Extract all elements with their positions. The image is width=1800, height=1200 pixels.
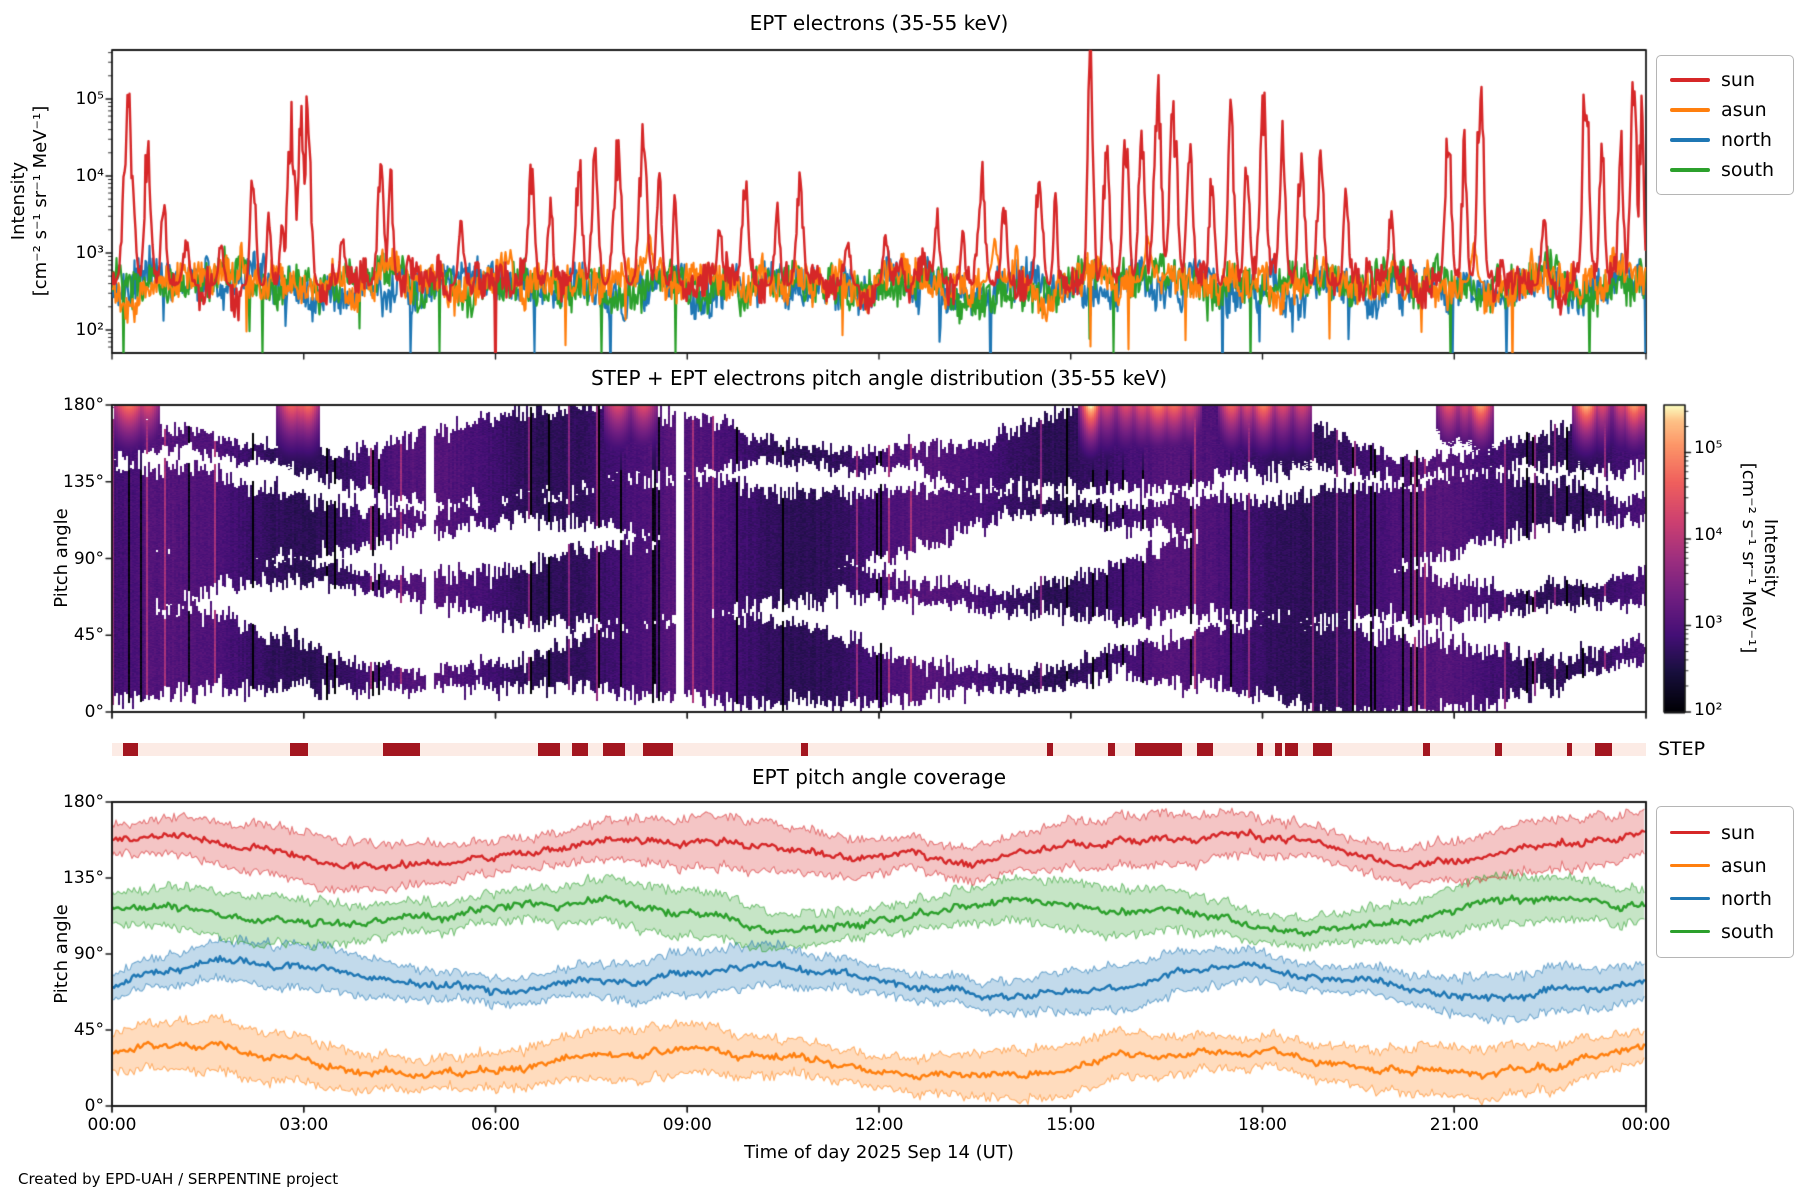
legend-entry-north: north (1670, 125, 1793, 155)
legend-label-south: south (1721, 159, 1775, 181)
legend-line-asun (1670, 108, 1710, 112)
colorbar-tick: 10⁵ (1694, 438, 1723, 458)
legend-line-south (1670, 168, 1710, 172)
panel3-title: EPT pitch angle coverage (751, 765, 1007, 789)
xtick-label: 15:00 (1046, 1115, 1096, 1135)
attribution-text: Created by EPD-UAH / SERPENTINE project (18, 1170, 339, 1188)
panel1-ylabel-line2: [cm⁻² s⁻¹ sr⁻¹ MeV⁻¹] (30, 105, 51, 297)
panel2-title: STEP + EPT electrons pitch angle distrib… (590, 366, 1168, 390)
step-data-segment (1494, 743, 1502, 756)
step-data-segment (1595, 743, 1613, 756)
panel1-ytick: 10⁵ (75, 89, 104, 109)
step-data-segment (1312, 743, 1332, 756)
legend-label-asun: asun (1721, 854, 1767, 877)
xtick-label: 03:00 (279, 1115, 329, 1135)
legend-label-asun: asun (1721, 99, 1767, 121)
legend-line-sun (1670, 78, 1710, 82)
step-data-segment (572, 743, 588, 756)
xtick-label: 00:00 (87, 1115, 137, 1135)
step-data-segment (800, 743, 808, 756)
step-data-segment (289, 743, 309, 756)
legend-label-north: north (1721, 887, 1772, 910)
step-data-segment (1274, 743, 1282, 756)
xtick-label: 18:00 (1238, 1115, 1287, 1135)
panel3-ytick: 90° (73, 944, 104, 964)
colorbar-tick: 10⁴ (1694, 525, 1723, 546)
legend-line-south (1670, 929, 1710, 934)
panel1-ytick: 10⁴ (75, 166, 104, 186)
step-data-segment (1135, 743, 1182, 756)
colorbar-label: Intensity [cm⁻² s⁻¹ sr⁻¹ MeV⁻¹] (1737, 463, 1781, 654)
colorbar-tick: 10³ (1694, 612, 1723, 633)
colorbar-label-line1: Intensity (1760, 518, 1781, 598)
legend-entry-south: south (1670, 915, 1793, 948)
step-data-segment (383, 743, 421, 756)
panel3-ytick: 0° (84, 1096, 104, 1116)
colorbar-tick: 10² (1694, 700, 1723, 720)
xtick-label: 00:00 (1621, 1115, 1671, 1135)
panel1-legend: sun asun north south (1656, 55, 1794, 195)
step-availability-bar (112, 743, 1646, 756)
legend-line-north (1670, 896, 1710, 901)
step-data-segment (643, 743, 673, 756)
legend-entry-asun: asun (1670, 95, 1793, 125)
step-data-segment (1256, 743, 1263, 756)
step-data-segment (537, 743, 561, 756)
panel1-ytick: 10³ (75, 243, 104, 263)
panel1-ylabel-line1: Intensity (8, 161, 29, 241)
legend-entry-sun: sun (1670, 65, 1793, 95)
legend-label-sun: sun (1721, 69, 1755, 91)
step-data-segment (1196, 743, 1213, 756)
panel1-ylabel: Intensity [cm⁻² s⁻¹ sr⁻¹ MeV⁻¹] (8, 106, 52, 297)
panel2-ytick: 0° (84, 702, 104, 722)
colorbar-label-line2: [cm⁻² s⁻¹ sr⁻¹ MeV⁻¹] (1738, 462, 1759, 654)
panel3-ytick: 135° (63, 868, 104, 888)
legend-label-south: south (1721, 920, 1775, 943)
legend-label-sun: sun (1721, 821, 1755, 844)
panel2-ytick: 90° (73, 548, 104, 569)
legend-line-north (1670, 138, 1710, 142)
xtick-label: 21:00 (1429, 1115, 1479, 1135)
xtick-label: 09:00 (662, 1115, 712, 1135)
legend-line-sun (1670, 830, 1710, 835)
panel1-title: EPT electrons (35-55 keV) (749, 11, 1009, 35)
step-data-segment (1566, 743, 1573, 756)
step-data-segment (1284, 743, 1298, 756)
legend-line-asun (1670, 863, 1710, 868)
xtick-label: 12:00 (854, 1115, 904, 1135)
x-axis-label: Time of day 2025 Sep 14 (UT) (744, 1142, 1014, 1163)
panel1-ytick: 10² (75, 320, 104, 340)
panel3-ytick: 180° (63, 792, 104, 812)
step-data-segment (1108, 743, 1115, 756)
legend-entry-asun: asun (1670, 849, 1793, 882)
legend-label-north: north (1721, 129, 1772, 151)
step-data-segment (1046, 743, 1053, 756)
panel2-ytick: 45° (73, 625, 104, 646)
legend-entry-sun: sun (1670, 816, 1793, 849)
xtick-label: 06:00 (471, 1115, 520, 1135)
step-data-segment (123, 743, 139, 756)
step-data-segment (1422, 743, 1430, 756)
panel3-legend: sun asun north south (1656, 806, 1794, 958)
panel3-ytick: 45° (73, 1020, 104, 1040)
step-availability-label: STEP (1658, 738, 1706, 760)
legend-entry-south: south (1670, 155, 1793, 185)
step-data-segment (603, 743, 625, 756)
panel2-ytick: 180° (63, 395, 104, 415)
panel2-ytick: 135° (63, 471, 104, 492)
legend-entry-north: north (1670, 882, 1793, 915)
